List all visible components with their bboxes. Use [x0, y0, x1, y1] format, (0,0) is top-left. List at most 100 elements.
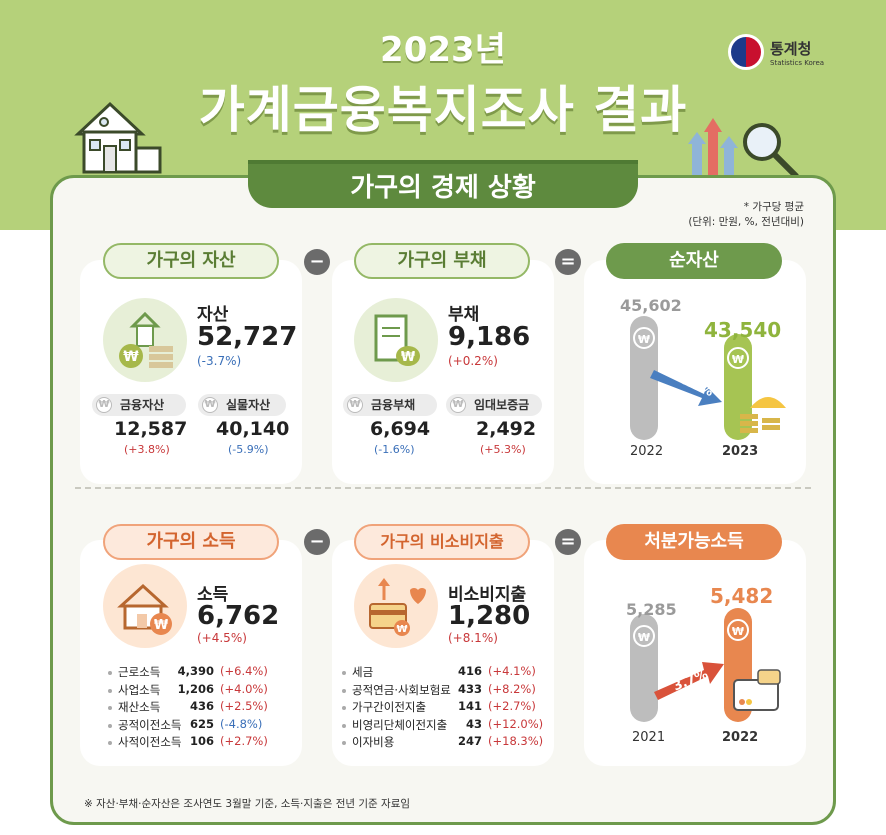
decrease-arrow	[650, 370, 722, 406]
list-item: 공적연금·사회보험료 433 (+8.2%)	[342, 682, 552, 700]
svg-text:₩: ₩	[638, 631, 650, 644]
income-breakdown-list: 근로소득 4,390 (+6.4%) 사업소득 1,206 (+4.0%) 재산소득 43…	[108, 664, 298, 752]
net-assets-2023-value: 43,540	[704, 318, 782, 342]
svg-text:₩: ₩	[401, 350, 416, 365]
income-pill: 가구의 소득	[103, 524, 279, 560]
financial-assets-value: 12,587	[114, 418, 188, 440]
disposable-2021-value: 5,285	[626, 600, 677, 619]
expense-card-icon: ₩	[354, 564, 438, 648]
debt-label: 부채	[448, 305, 480, 325]
logo-korean: 통계청	[770, 39, 812, 58]
debt-document-icon: ₩	[354, 298, 438, 382]
won-icon	[727, 619, 749, 641]
minus-operator: −	[304, 529, 330, 555]
net-assets-2022-value: 45,602	[620, 296, 682, 315]
list-item: 사업소득 1,206 (+4.0%)	[108, 682, 298, 700]
real-assets-pill: ₩ 실물자산	[198, 394, 286, 416]
debt-change: (+0.2%)	[448, 354, 498, 368]
net-assets-year-2023: 2023	[722, 444, 759, 459]
svg-text:₩: ₩	[154, 618, 169, 633]
income-change: (+4.5%)	[197, 631, 247, 645]
taegeuk-icon	[728, 34, 764, 70]
disposable-income-pill: 처분가능소득	[606, 524, 782, 560]
magnifier-icon	[743, 123, 799, 179]
svg-text:₩: ₩	[732, 353, 744, 366]
nonconsumption-change: (+8.1%)	[448, 631, 498, 645]
rising-arrows-icon	[688, 118, 738, 176]
disposable-year-2021: 2021	[632, 730, 666, 745]
disposable-year-2022: 2022	[722, 730, 759, 745]
net-assets-pill: 순자산	[606, 243, 782, 279]
svg-text:₩: ₩	[396, 624, 407, 635]
house-illustration-icon	[74, 101, 162, 174]
rental-deposit-value: 2,492	[476, 418, 537, 440]
real-assets-value: 40,140	[216, 418, 290, 440]
note-unit: (단위: 만원, %, 전년대비)	[688, 216, 804, 228]
won-icon: ₩	[202, 397, 218, 413]
increase-arrow	[654, 662, 724, 700]
equals-operator: =	[555, 249, 581, 275]
won-icon	[633, 625, 655, 647]
bar-2022	[630, 316, 658, 440]
list-item: 비영리단체이전지출 43 (+12.0%)	[342, 717, 552, 735]
debt-value: 9,186	[448, 322, 531, 352]
section-divider	[75, 487, 811, 489]
disposable-2022-value: 5,482	[710, 584, 774, 608]
rental-deposit-pill: ₩ 임대보증금	[446, 394, 542, 416]
nonconsumption-breakdown-list: 세금 416 (+4.1%) 공적연금·사회보험료 433 (+8.2%) 가구간이전지…	[342, 664, 552, 752]
disposable-change-label: 3.7%	[671, 667, 710, 694]
income-house-icon: ₩	[103, 564, 187, 648]
report-year: 2023년	[380, 30, 506, 70]
financial-debt-pill: ₩ 금융부채	[343, 394, 437, 416]
svg-text:₩: ₩	[123, 349, 139, 365]
note-average: * 가구당 평균	[743, 201, 804, 213]
won-icon	[633, 327, 655, 349]
financial-debt-value: 6,694	[370, 418, 431, 440]
disposable-income-card	[584, 540, 806, 766]
list-item: 공적이전소득 625 (-4.8%)	[108, 717, 298, 735]
income-value: 6,762	[197, 601, 280, 631]
net-assets-chart: ₩ ₩ -4.5%	[630, 316, 786, 440]
report-title: 가계금융복지조사 결과	[198, 81, 688, 139]
logo-english: Statistics Korea	[770, 58, 825, 67]
assets-value: 52,727	[197, 322, 298, 352]
income-label: 소득	[197, 585, 229, 605]
net-assets-change-label: -4.5%	[671, 370, 715, 401]
card-wallet-icon	[733, 679, 779, 711]
svg-text:₩: ₩	[638, 333, 650, 346]
bar-2023	[724, 334, 752, 440]
nonconsumption-value: 1,280	[448, 601, 531, 631]
nonconsumption-pill: 가구의 비소비지출	[354, 524, 530, 560]
statistics-korea-logo: 통계청 Statistics Korea	[728, 34, 824, 70]
umbrella-icon	[750, 397, 786, 408]
net-assets-card	[584, 260, 806, 484]
won-icon: ₩	[347, 397, 363, 413]
section-title: 가구의 경제 상황	[248, 160, 638, 208]
won-icon: ₩	[450, 397, 466, 413]
footnote: ※ 자산·부채·순자산은 조사연도 3월말 기준, 소득·지출은 전년 기준 자…	[84, 798, 411, 810]
debt-pill: 가구의 부채	[354, 243, 530, 279]
financial-debt-change: (-1.6%)	[374, 443, 415, 456]
nonconsumption-label: 비소비지출	[448, 585, 527, 605]
equals-operator: =	[555, 529, 581, 555]
disposable-income-chart: ₩ ₩ 3.7%	[630, 608, 781, 722]
financial-assets-pill: ₩ 금융자산	[92, 394, 186, 416]
list-item: 이자비용 247 (+18.3%)	[342, 734, 552, 752]
real-assets-change: (-5.9%)	[228, 443, 269, 456]
svg-text:₩: ₩	[732, 625, 744, 638]
list-item: 재산소득 436 (+2.5%)	[108, 699, 298, 717]
assets-label: 자산	[197, 305, 229, 325]
assets-pill: 가구의 자산	[103, 243, 279, 279]
list-item: 근로소득 4,390 (+6.4%)	[108, 664, 298, 682]
won-icon: ₩	[96, 397, 112, 413]
net-assets-year-2022: 2022	[630, 444, 664, 459]
asset-building-icon: ₩	[103, 298, 187, 382]
list-item: 세금 416 (+4.1%)	[342, 664, 552, 682]
minus-operator: −	[304, 249, 330, 275]
financial-assets-change: (+3.8%)	[124, 443, 170, 456]
list-item: 사적이전소득 106 (+2.7%)	[108, 734, 298, 752]
rental-deposit-change: (+5.3%)	[480, 443, 526, 456]
list-item: 가구간이전지출 141 (+2.7%)	[342, 699, 552, 717]
won-icon	[727, 347, 749, 369]
assets-change: (-3.7%)	[197, 354, 242, 368]
